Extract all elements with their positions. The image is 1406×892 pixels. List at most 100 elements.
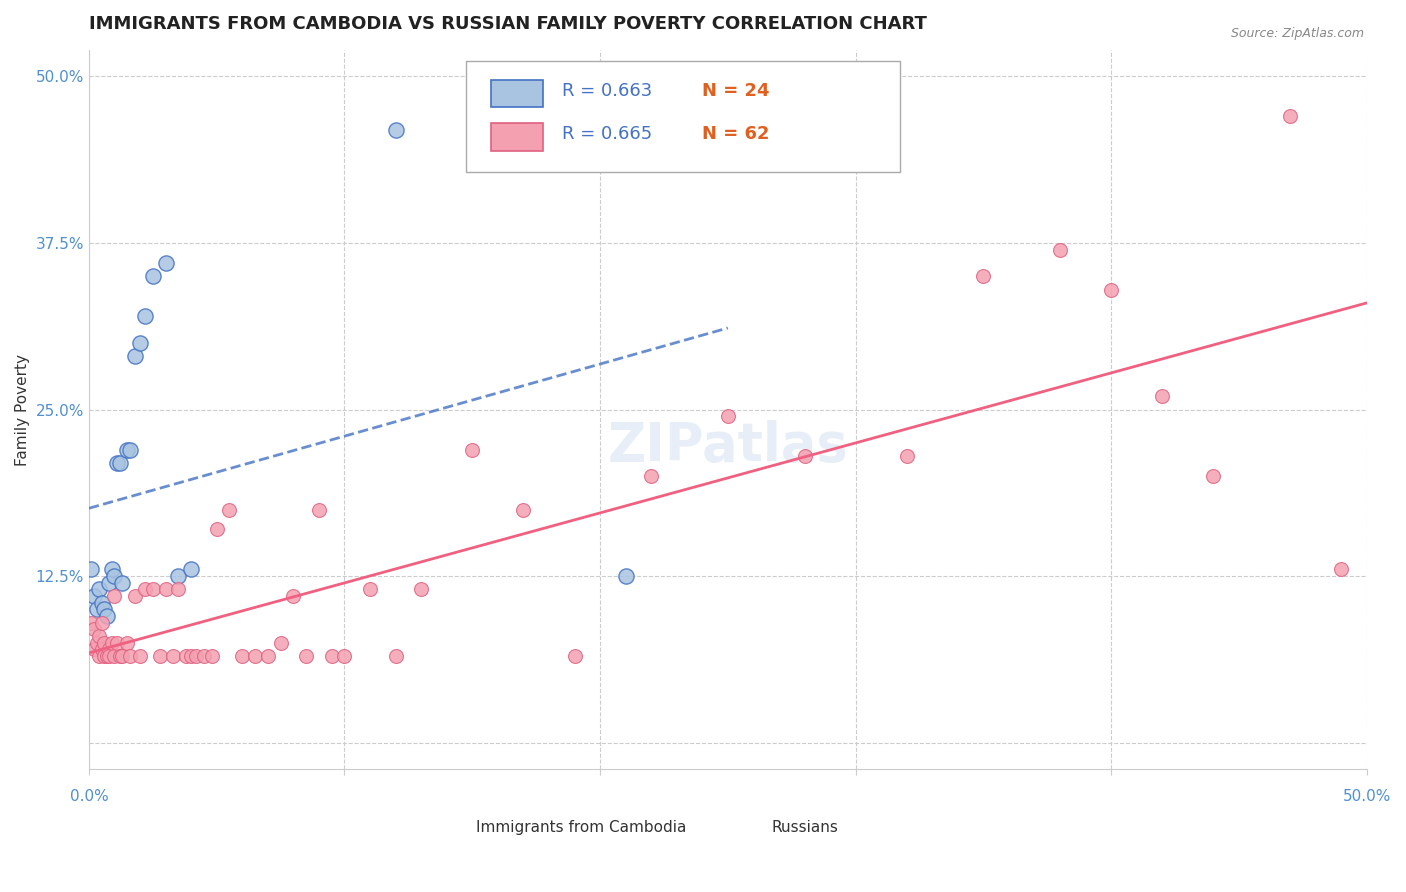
Point xyxy=(108,649,131,664)
Point xyxy=(384,122,406,136)
Point xyxy=(80,562,103,576)
Text: 50.0%: 50.0% xyxy=(1343,789,1391,805)
Text: N = 24: N = 24 xyxy=(703,82,770,100)
Point xyxy=(283,589,305,603)
Point xyxy=(1099,283,1122,297)
Text: IMMIGRANTS FROM CAMBODIA VS RUSSIAN FAMILY POVERTY CORRELATION CHART: IMMIGRANTS FROM CAMBODIA VS RUSSIAN FAMI… xyxy=(89,15,927,33)
Point xyxy=(218,502,240,516)
Point xyxy=(93,649,115,664)
Point xyxy=(972,269,994,284)
Point xyxy=(142,269,165,284)
Point xyxy=(167,569,190,583)
Point xyxy=(186,649,208,664)
Text: N = 62: N = 62 xyxy=(703,125,770,143)
Point xyxy=(162,649,184,664)
Point xyxy=(80,615,103,630)
Text: Source: ZipAtlas.com: Source: ZipAtlas.com xyxy=(1230,27,1364,40)
Point xyxy=(111,575,134,590)
Point xyxy=(243,649,266,664)
Text: R = 0.663: R = 0.663 xyxy=(562,82,652,100)
Point xyxy=(117,636,139,650)
Text: Russians: Russians xyxy=(770,820,838,835)
Point xyxy=(256,649,278,664)
FancyBboxPatch shape xyxy=(460,814,492,830)
Point xyxy=(93,636,115,650)
Point xyxy=(180,649,202,664)
Point xyxy=(124,349,146,363)
Point xyxy=(90,615,112,630)
Point xyxy=(83,623,105,637)
Point xyxy=(105,456,128,470)
Point xyxy=(1152,389,1174,403)
Point xyxy=(359,582,381,597)
Point xyxy=(1049,243,1071,257)
Point xyxy=(101,562,124,576)
Point xyxy=(270,636,292,650)
Point xyxy=(103,649,125,664)
Point xyxy=(200,649,222,664)
Point xyxy=(83,642,105,657)
Point xyxy=(155,256,177,270)
Point xyxy=(90,642,112,657)
Point xyxy=(793,449,815,463)
Point xyxy=(134,582,156,597)
Point xyxy=(384,649,406,664)
Point xyxy=(96,609,118,624)
Y-axis label: Family Poverty: Family Poverty xyxy=(15,353,30,466)
Point xyxy=(111,649,134,664)
Point xyxy=(118,649,141,664)
Point xyxy=(98,642,121,657)
FancyBboxPatch shape xyxy=(492,123,543,151)
Point xyxy=(89,629,111,643)
Point xyxy=(1279,110,1302,124)
Point xyxy=(1202,469,1225,483)
Point xyxy=(295,649,318,664)
Point xyxy=(1330,562,1353,576)
Text: 0.0%: 0.0% xyxy=(69,789,108,805)
Point xyxy=(174,649,197,664)
Point xyxy=(640,469,662,483)
Point xyxy=(98,575,121,590)
Point xyxy=(411,582,433,597)
Point xyxy=(193,649,215,664)
Point xyxy=(117,442,139,457)
Text: ZIPatlas: ZIPatlas xyxy=(607,419,848,472)
Point xyxy=(134,310,156,324)
FancyBboxPatch shape xyxy=(465,61,900,172)
Point xyxy=(155,582,177,597)
Text: R = 0.665: R = 0.665 xyxy=(562,125,652,143)
Point xyxy=(142,582,165,597)
FancyBboxPatch shape xyxy=(492,80,543,107)
Point xyxy=(461,442,484,457)
Point xyxy=(308,502,330,516)
Point xyxy=(167,582,190,597)
Point xyxy=(614,569,637,583)
Point xyxy=(103,589,125,603)
Text: Immigrants from Cambodia: Immigrants from Cambodia xyxy=(475,820,686,835)
Point xyxy=(180,562,202,576)
Point xyxy=(98,649,121,664)
Point xyxy=(512,502,534,516)
Point xyxy=(205,523,228,537)
Point xyxy=(103,569,125,583)
Point xyxy=(333,649,356,664)
Point xyxy=(896,449,918,463)
Point xyxy=(321,649,343,664)
Point xyxy=(231,649,253,664)
Point xyxy=(93,602,115,616)
Point xyxy=(129,335,152,350)
Point xyxy=(101,636,124,650)
Point xyxy=(96,649,118,664)
Point xyxy=(86,636,108,650)
Point xyxy=(86,602,108,616)
Point xyxy=(89,582,111,597)
Point xyxy=(105,636,128,650)
Point xyxy=(118,442,141,457)
FancyBboxPatch shape xyxy=(728,814,759,830)
Point xyxy=(149,649,172,664)
Point xyxy=(90,596,112,610)
Point xyxy=(717,409,740,424)
Point xyxy=(564,649,586,664)
Point xyxy=(89,649,111,664)
Point xyxy=(83,589,105,603)
